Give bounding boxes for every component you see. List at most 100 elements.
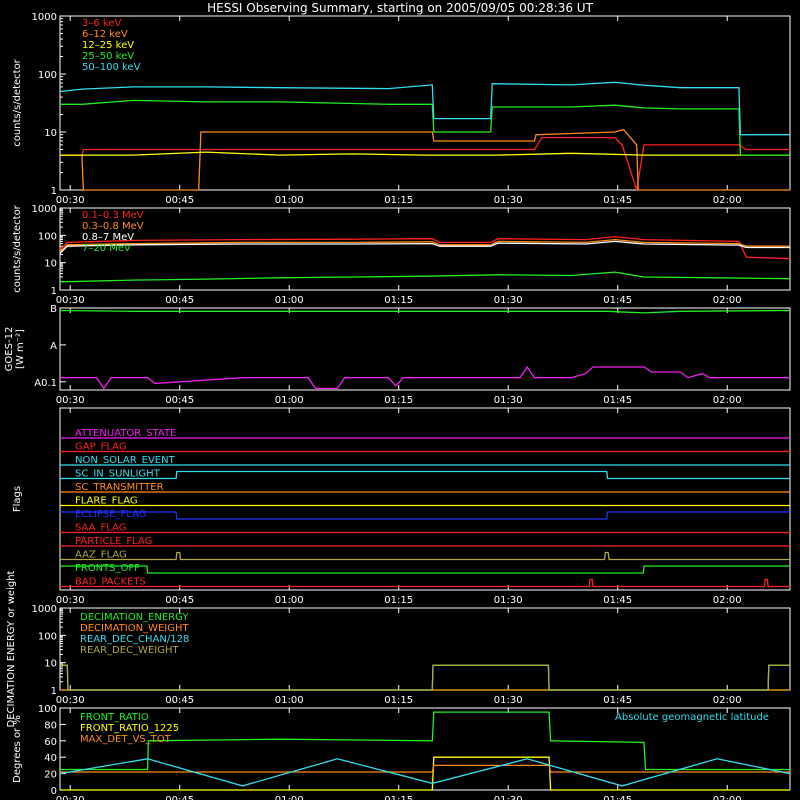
panel-flags: 00:30 00:45 01:00 01:15 01:30 01:45 02:00 Flags… (12, 407, 791, 606)
x-tick-label: 00:45 (165, 395, 194, 406)
y-tick-label: 10 (44, 259, 57, 270)
series-line-1 (59, 238, 790, 253)
series-line-3 (59, 758, 791, 787)
y-axis-units: [W m⁻²] (15, 329, 26, 369)
panel-lightcurves_low_energy: 00:30 00:45 01:00 01:15 01:30 01:45 02:00 count… (12, 12, 791, 206)
x-tick-label: 01:30 (494, 295, 523, 306)
flag-label: PARTICLE_FLAG (75, 536, 152, 547)
x-tick-label: 01:45 (603, 195, 632, 206)
y-tick-label: A0.1 (34, 378, 57, 389)
legend-entry: FRONT_RATIO_1225 (80, 723, 179, 734)
y-tick-label: 1000 (32, 12, 57, 23)
y-tick-label: B (50, 304, 57, 315)
series-line-4 (59, 81, 790, 136)
flag-line-9 (60, 551, 790, 561)
y-tick-label: 1 (51, 186, 57, 197)
flag-label: SC_IN_SUNLIGHT (75, 469, 161, 480)
flag-label: BAD_PACKETS (75, 577, 146, 588)
series-line-2 (60, 151, 790, 156)
y-tick-label: 100 (38, 631, 57, 642)
y-tick-label: 100 (38, 231, 57, 242)
x-tick-label: 01:00 (275, 195, 304, 206)
x-tick-label: 02:00 (713, 295, 742, 306)
panel-ratios: 00:30 00:45 01:00 01:15 01:30 01:45 02:00 Degre… (12, 704, 791, 800)
legend-entry: 6–12 keV (82, 29, 128, 40)
legend-entry: 7–20 MeV (82, 243, 131, 254)
x-tick-label: 00:30 (56, 295, 85, 306)
series-line-0 (59, 309, 791, 314)
figure-title: HESSI Observing Summary, starting on 200… (207, 1, 593, 15)
x-tick-label: 01:00 (275, 395, 304, 406)
panel-lightcurves_high_energy: 00:30 00:45 01:00 01:15 01:30 01:45 02:00 count… (12, 204, 791, 306)
legend-entry: Absolute geomagnetic latitude (615, 712, 769, 723)
x-tick-label: 01:30 (494, 795, 523, 800)
x-tick-label: 00:45 (165, 795, 194, 800)
flag-line-10 (60, 565, 790, 574)
x-tick-label: 01:45 (603, 395, 632, 406)
series-line-3 (60, 99, 790, 156)
x-tick-label: 01:30 (494, 195, 523, 206)
x-tick-label: 01:30 (494, 695, 523, 706)
y-tick-label: 0 (51, 786, 57, 797)
legend-entry: DECIMATION_WEIGHT (80, 623, 189, 634)
y-axis-label: counts/s/detector (12, 204, 23, 292)
y-tick-label: 1000 (32, 204, 57, 215)
x-tick-label: 01:15 (384, 195, 413, 206)
y-tick-label: 100 (38, 70, 57, 81)
x-tick-label: 00:30 (56, 395, 85, 406)
x-tick-label: 02:00 (713, 595, 742, 606)
x-tick-label: 01:00 (275, 695, 304, 706)
y-tick-label: 80 (44, 720, 57, 731)
y-tick-label: 100 (38, 704, 57, 715)
x-tick-label: 02:00 (713, 695, 742, 706)
series-line-0 (60, 711, 790, 771)
x-tick-label: 00:30 (56, 795, 85, 800)
y-tick-label: 40 (44, 753, 57, 764)
panel-goes: 00:30 00:45 01:00 01:15 01:30 01:45 02:00 GOES-… (4, 304, 791, 406)
x-tick-label: 01:45 (603, 695, 632, 706)
x-tick-label: 01:00 (275, 595, 304, 606)
series-line-1 (60, 365, 790, 390)
x-tick-label: 01:30 (494, 595, 523, 606)
flag-label: ATTENUATOR_STATE (75, 428, 176, 439)
x-tick-label: 02:00 (713, 795, 742, 800)
series-line-0 (59, 235, 791, 260)
series-line-1 (60, 128, 790, 191)
x-tick-label: 00:45 (165, 195, 194, 206)
panels: 00:30 00:45 01:00 01:15 01:30 01:45 02:00 count… (4, 12, 791, 800)
x-tick-label: 01:30 (494, 395, 523, 406)
y-axis-label: Flags (12, 486, 23, 512)
y-tick-label: 1000 (32, 604, 57, 615)
y-tick-label: 1 (51, 686, 57, 697)
legend-entry: REAR_DEC_WEIGHT (80, 645, 179, 656)
y-tick-label: 10 (44, 659, 57, 670)
flag-label: ECLIPSE_FLAG (75, 509, 146, 520)
y-axis-label: counts/s/detector (12, 58, 23, 146)
x-tick-label: 01:15 (384, 695, 413, 706)
x-tick-label: 00:45 (165, 695, 194, 706)
y-tick-label: A (50, 341, 57, 352)
x-tick-label: 01:00 (275, 295, 304, 306)
x-tick-label: 00:45 (165, 295, 194, 306)
x-tick-label: 02:00 (713, 395, 742, 406)
flag-label: AAZ_FLAG (75, 550, 127, 561)
x-tick-label: 01:15 (384, 595, 413, 606)
x-tick-label: 02:00 (713, 195, 742, 206)
legend-entry: 0.1–0.3 MeV (82, 210, 144, 221)
flag-line-6 (60, 511, 790, 520)
series-line-2 (60, 764, 790, 773)
series-line-0 (60, 136, 790, 191)
series-line-3 (59, 271, 791, 283)
flag-label: GAP_FLAG (75, 442, 127, 453)
panel-decimation: 00:30 00:45 01:00 01:15 01:30 01:45 02:00 DECIM… (6, 570, 791, 727)
flag-label: FLARE_FLAG (75, 496, 138, 507)
legend-entry: DECIMATION_ENERGY (80, 612, 189, 623)
x-tick-label: 01:15 (384, 795, 413, 800)
legend-entry: FRONT_RATIO (80, 712, 149, 723)
x-tick-label: 01:15 (384, 295, 413, 306)
series-line-2 (59, 240, 790, 254)
flag-label: SC_TRANSMITTER (75, 482, 164, 493)
x-tick-label: 00:30 (56, 695, 85, 706)
